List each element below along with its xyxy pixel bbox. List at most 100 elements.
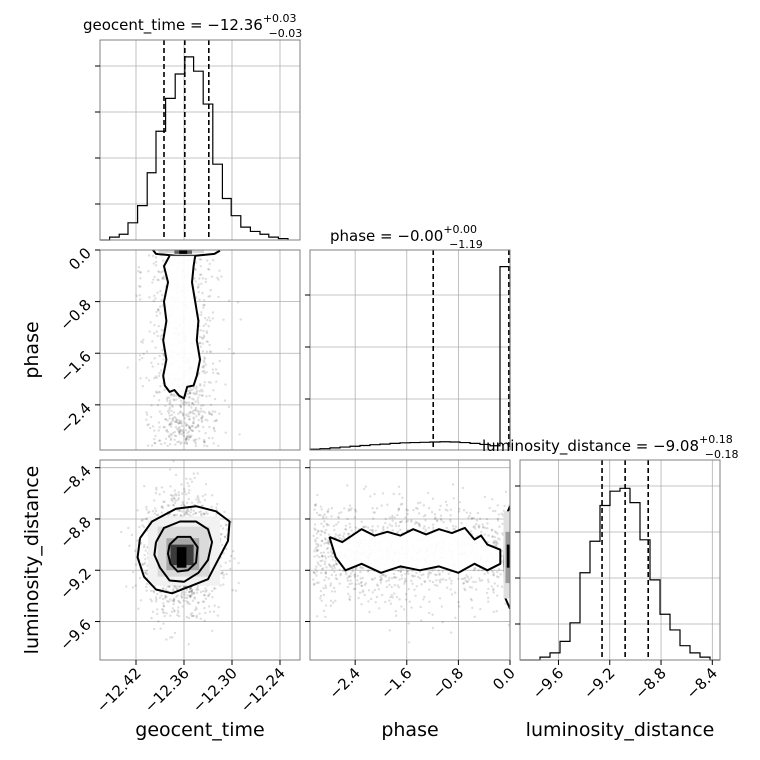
sample-point [188,392,192,395]
sample-point [373,588,377,592]
sample-point [173,497,176,500]
sample-point [496,584,499,587]
sample-point [324,571,327,575]
sample-point [323,555,327,558]
sample-point [380,504,383,507]
sample-point [175,494,178,497]
sample-point [141,341,144,344]
sample-point [227,299,231,302]
sample-point [314,503,318,506]
sample-point [189,435,192,439]
sample-point [338,533,342,537]
sample-point [330,565,334,569]
sample-point [214,587,217,590]
sample-point [496,542,499,545]
sample-point [167,411,171,415]
sample-point [390,593,393,597]
sample-point [182,432,185,435]
grid-1-1 [310,250,511,450]
sample-point [423,595,426,599]
sample-point [217,278,220,281]
sample-point [157,309,160,312]
sample-point [192,391,195,395]
sample-point [172,497,176,500]
sample-point [418,577,422,580]
sample-point [174,443,177,446]
sample-point [215,418,218,422]
sample-point [165,428,169,432]
sample-point [198,341,202,345]
sample-point [188,418,191,421]
sample-point [155,486,158,489]
sample-point [162,587,165,590]
sample-point [369,495,372,498]
sample-point [361,590,364,594]
sample-point [326,510,329,513]
sample-point [141,562,144,566]
sample-point [200,416,203,420]
sample-point [168,435,171,439]
ytick-label-luminosity_distance: −8.8 [56,513,94,551]
sample-point [320,599,323,602]
sample-point [189,587,193,590]
sample-point [391,516,394,519]
title-geocent-time-value: −12.36 [207,16,263,34]
sample-point [324,586,328,590]
sample-point [480,530,483,534]
sample-point [162,500,165,504]
sample-point [410,519,413,522]
sample-point [146,413,149,416]
sample-point [361,567,365,570]
sample-point [179,421,182,425]
sample-point [168,598,172,601]
sample-point [208,412,211,415]
sample-point [348,532,351,535]
sample-point [184,429,188,432]
sample-point [324,538,327,541]
sample-point [431,569,434,572]
sample-point [440,578,443,581]
sample-point [495,540,498,543]
sample-point [324,528,328,532]
sample-point [394,609,398,613]
sample-point [493,582,496,585]
sample-point [201,370,204,373]
sample-point [420,619,423,622]
sample-point [346,484,349,487]
sample-point [197,418,200,422]
sample-point [470,576,473,579]
sample-point [168,468,172,471]
sample-point [496,504,499,507]
sample-point [379,578,382,582]
sample-point [158,493,161,496]
sample-point [198,390,202,393]
sample-point [490,529,493,532]
sample-point [203,361,206,364]
sample-point [413,522,417,525]
sample-point [496,517,500,520]
sample-point [180,441,183,444]
sample-point [179,442,182,445]
sample-point [179,399,183,403]
sample-point [482,526,485,529]
sample-point [374,601,377,604]
sample-point [153,376,156,380]
sample-point [139,599,143,602]
sample-point [170,610,174,614]
sample-point [170,421,173,424]
sample-point [161,363,164,366]
sample-point [162,604,165,608]
sample-point [152,394,156,398]
sample-point [437,569,440,572]
sample-point [442,578,445,581]
xtick-label-geocent_time: −12.30 [189,664,241,716]
sample-point [173,513,176,517]
sample-point [487,587,490,591]
sample-point [492,571,495,574]
sample-point [151,509,155,513]
sample-point [222,573,225,576]
sample-point [168,423,171,426]
sample-point [468,585,472,589]
sample-point [332,601,335,604]
sample-point [164,597,167,600]
